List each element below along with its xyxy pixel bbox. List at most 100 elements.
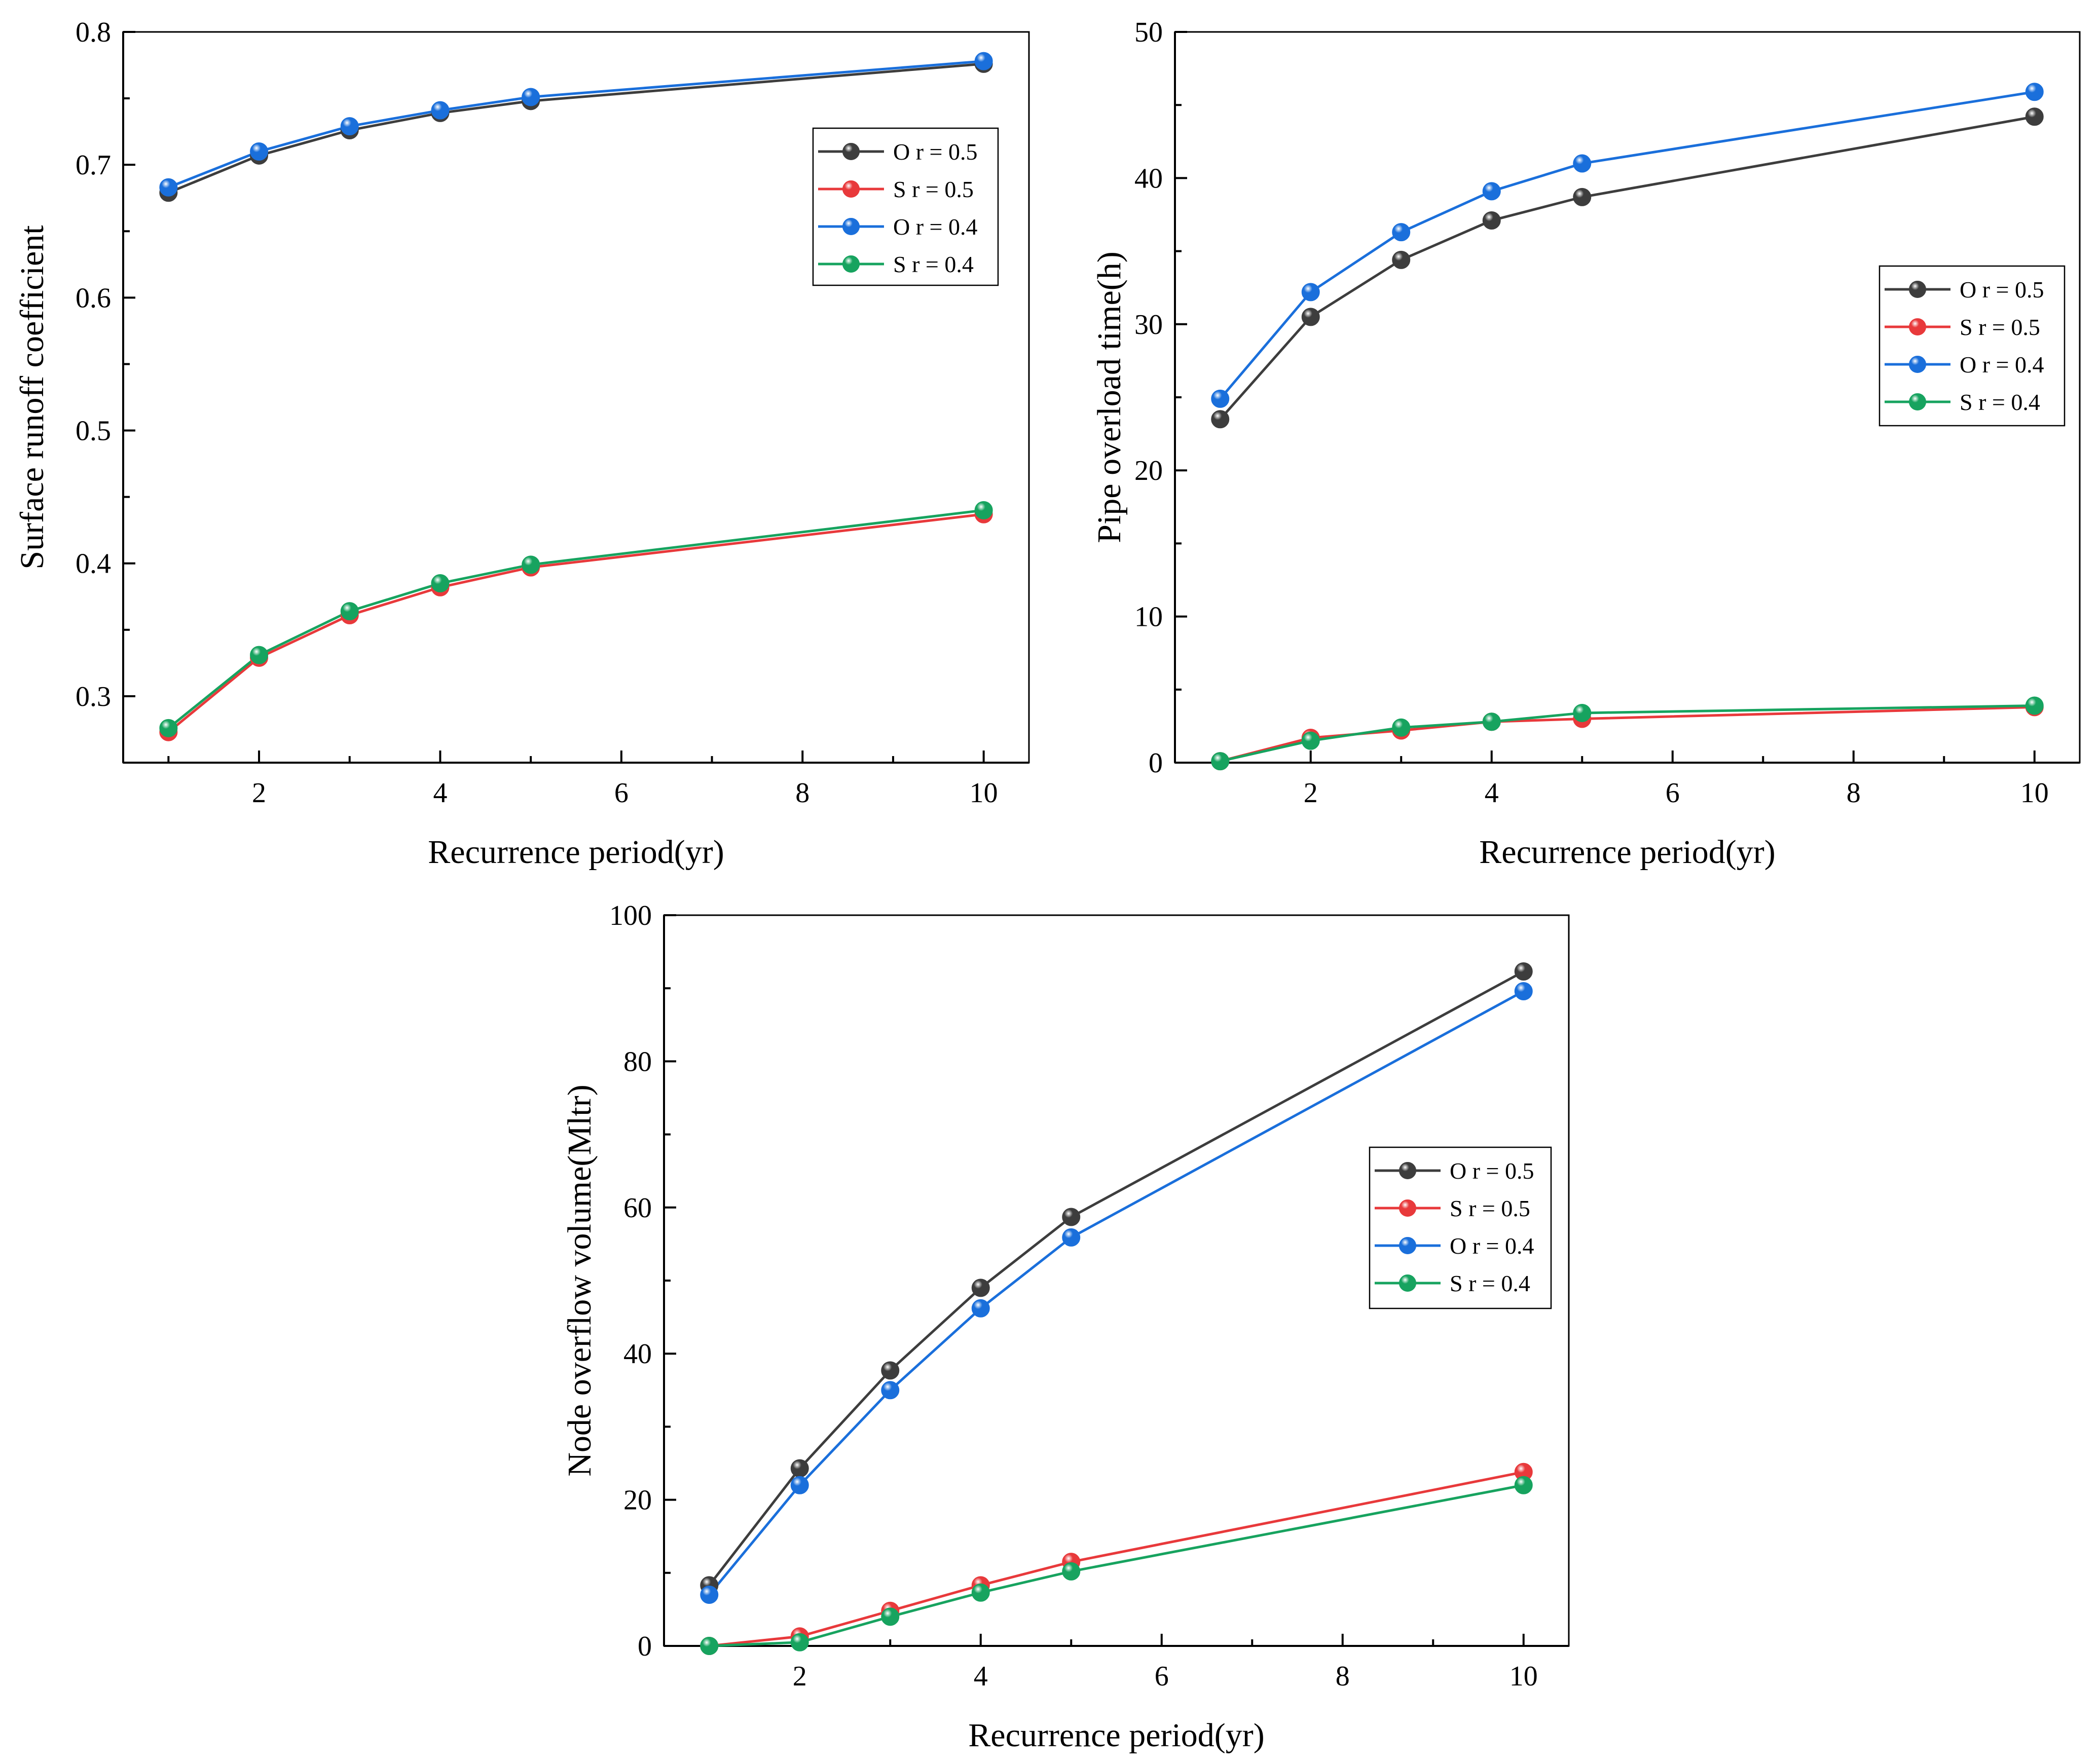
legend-marker <box>1399 1199 1416 1217</box>
x-tick-label: 10 <box>2020 777 2049 809</box>
series-line <box>1220 705 2035 763</box>
y-tick-label: 20 <box>1134 455 1163 486</box>
y-tick-label: 0.5 <box>76 416 111 447</box>
legend-marker <box>1909 393 1926 410</box>
y-tick-label: 100 <box>609 900 652 931</box>
data-point <box>1392 223 1411 242</box>
series-line <box>709 1471 1524 1647</box>
data-point <box>1392 718 1411 737</box>
data-point <box>1062 1562 1081 1581</box>
data-point <box>971 1583 990 1602</box>
x-tick-label: 4 <box>974 1661 988 1692</box>
x-tick-label: 8 <box>795 777 809 809</box>
legend-marker <box>842 143 860 160</box>
x-tick-label: 10 <box>970 777 998 809</box>
chart-runoff: 2 4 6 8 10 0.3 0.4 0.5 0.6 0.7 0.8 Recurrence perio… <box>14 17 1030 871</box>
x-tick-label: 4 <box>1485 777 1499 809</box>
legend-marker <box>842 218 860 235</box>
data-point <box>971 1279 990 1297</box>
legend-label: O r = 0.4 <box>1450 1233 1534 1259</box>
data-point <box>1301 308 1320 326</box>
data-point <box>340 602 359 621</box>
legend-label: O r = 0.4 <box>893 214 977 240</box>
legend-label: S r = 0.4 <box>893 251 974 277</box>
data-point <box>1573 703 1592 722</box>
data-point <box>431 101 450 120</box>
legend-label: S r = 0.5 <box>1450 1195 1530 1221</box>
legend-label: O r = 0.5 <box>893 139 977 165</box>
data-point <box>1482 712 1501 731</box>
legend-label: S r = 0.5 <box>1960 314 2040 340</box>
data-point <box>1482 211 1501 230</box>
legend-label: O r = 0.4 <box>1960 352 2044 378</box>
data-point <box>2025 107 2044 126</box>
y-tick-label: 0.3 <box>76 681 111 712</box>
series-line <box>167 513 984 733</box>
legend: O r = 0.5 S r = 0.5 O r = 0.4 S r = 0.4 <box>1879 265 2066 427</box>
y-axis-title: Surface runoff coefficient <box>14 225 51 569</box>
x-axis-title: Recurrence period(yr) <box>968 1717 1265 1754</box>
legend: O r = 0.5 S r = 0.5 O r = 0.4 S r = 0.4 <box>812 127 999 286</box>
x-tick-label: 2 <box>252 777 266 809</box>
legend-marker <box>1909 318 1926 335</box>
y-axis-title: Node overflow volume(Mltr) <box>561 1084 598 1476</box>
data-point <box>522 555 540 574</box>
data-point <box>431 574 450 593</box>
x-axis-title: Recurrence period(yr) <box>1479 834 1776 871</box>
data-point <box>881 1607 900 1626</box>
x-axis-title: Recurrence period(yr) <box>428 834 724 871</box>
data-point <box>700 1637 719 1655</box>
data-point <box>159 719 178 737</box>
legend-label: S r = 0.4 <box>1960 389 2040 415</box>
series-line <box>708 990 1524 1596</box>
legend-marker <box>1909 281 1926 298</box>
y-tick-label: 0 <box>1149 747 1163 779</box>
data-point <box>790 1633 809 1652</box>
data-point <box>340 117 359 136</box>
data-point <box>1392 250 1411 269</box>
y-tick-label: 0.4 <box>76 548 111 580</box>
y-tick-label: 0.7 <box>76 149 111 181</box>
y-tick-label: 10 <box>1134 602 1163 633</box>
series-line <box>709 1484 1524 1647</box>
data-point <box>881 1381 900 1400</box>
data-point <box>974 501 993 519</box>
y-tick-label: 60 <box>623 1192 652 1224</box>
y-tick-label: 0 <box>638 1631 652 1662</box>
data-point <box>700 1586 719 1604</box>
data-point <box>250 142 269 161</box>
y-tick-label: 0.8 <box>76 17 111 48</box>
data-point <box>1573 187 1592 206</box>
y-tick-label: 50 <box>1134 17 1163 48</box>
series-line <box>708 970 1524 1586</box>
legend-marker <box>1399 1274 1416 1292</box>
data-point <box>1482 182 1501 201</box>
data-point <box>250 646 269 664</box>
data-point <box>974 52 993 70</box>
y-tick-label: 0.6 <box>76 282 111 314</box>
legend-marker <box>1399 1162 1416 1179</box>
series-line <box>168 60 984 189</box>
y-tick-label: 30 <box>1134 309 1163 341</box>
x-tick-label: 8 <box>1336 1661 1350 1692</box>
x-tick-label: 6 <box>1666 777 1680 809</box>
data-point <box>1514 962 1533 981</box>
y-tick-label: 40 <box>1134 163 1163 194</box>
x-tick-label: 6 <box>614 777 629 809</box>
legend: O r = 0.5 S r = 0.5 O r = 0.4 S r = 0.4 <box>1369 1146 1552 1309</box>
x-tick-label: 6 <box>1155 1661 1169 1692</box>
data-point <box>1211 389 1230 408</box>
data-point <box>1573 154 1592 173</box>
legend-marker <box>842 255 860 273</box>
data-point <box>1211 410 1230 429</box>
data-point <box>1514 1476 1533 1494</box>
series-line <box>1219 115 2035 420</box>
data-point <box>971 1299 990 1318</box>
y-tick-label: 20 <box>623 1485 652 1516</box>
data-point <box>881 1361 900 1380</box>
x-tick-label: 2 <box>793 1661 807 1692</box>
data-point <box>1062 1228 1081 1247</box>
data-point <box>1301 731 1320 750</box>
